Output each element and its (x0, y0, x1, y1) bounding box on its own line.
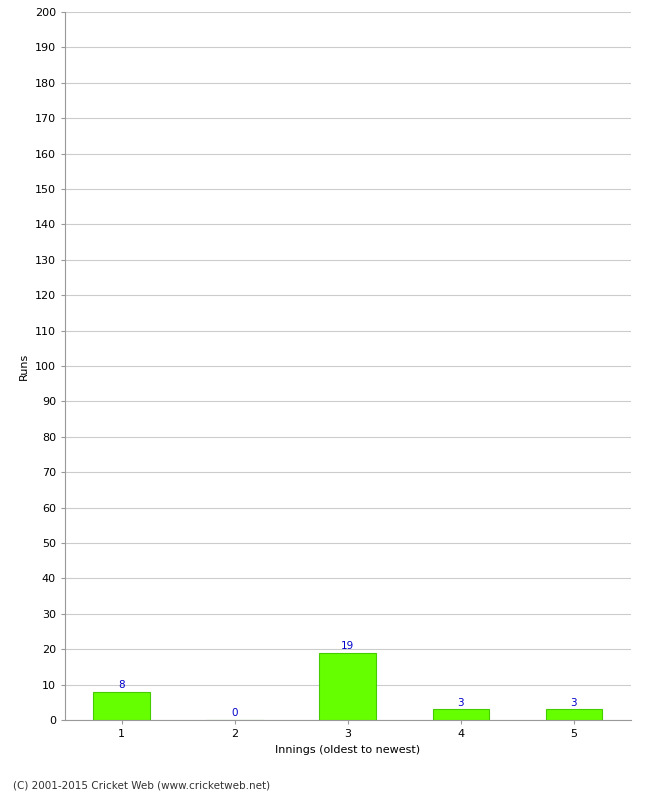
X-axis label: Innings (oldest to newest): Innings (oldest to newest) (275, 745, 421, 754)
Bar (546, 710, 602, 720)
Text: 8: 8 (118, 680, 125, 690)
Y-axis label: Runs: Runs (20, 352, 29, 380)
Text: (C) 2001-2015 Cricket Web (www.cricketweb.net): (C) 2001-2015 Cricket Web (www.cricketwe… (13, 781, 270, 790)
Text: 0: 0 (231, 708, 238, 718)
Text: 3: 3 (458, 698, 464, 708)
Text: 19: 19 (341, 641, 354, 651)
Bar (433, 710, 489, 720)
Bar (94, 692, 150, 720)
Bar (320, 653, 376, 720)
Text: 3: 3 (571, 698, 577, 708)
